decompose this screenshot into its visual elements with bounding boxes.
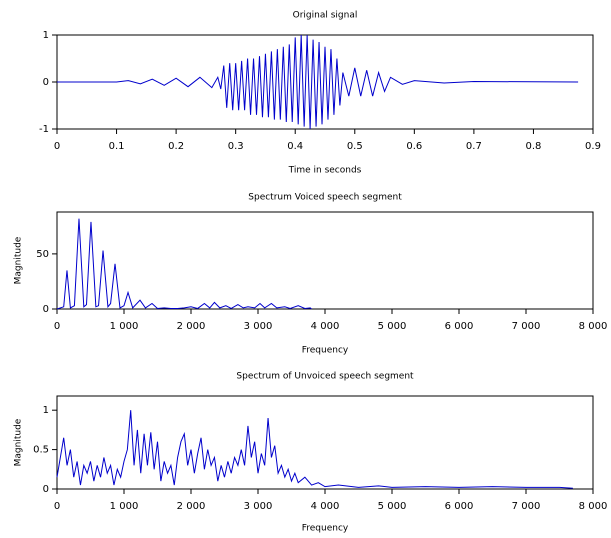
y-tick-label: 1 <box>43 405 49 416</box>
chart-title: Spectrum Voiced speech segment <box>248 193 402 203</box>
y-axis-label: Magnitude <box>14 418 24 466</box>
signal-line <box>56 410 573 489</box>
y-tick-label: 0 <box>43 77 49 88</box>
x-tick-label: 7 000 <box>512 501 541 512</box>
x-tick-label: 0 <box>54 501 60 512</box>
x-tick-label: 0 <box>54 141 60 152</box>
x-tick-label: 0.3 <box>228 141 244 152</box>
signal-line <box>56 218 312 310</box>
x-tick-label: 0.6 <box>406 141 422 152</box>
chart-title: Original signal <box>293 11 358 21</box>
y-tick-label: 50 <box>36 249 49 260</box>
x-tick-label: 0.5 <box>347 141 363 152</box>
x-tick-label: 6 000 <box>445 321 474 332</box>
x-tick-label: 8 000 <box>579 501 608 512</box>
y-tick-label: 0.5 <box>33 445 49 456</box>
x-tick-label: 0 <box>54 321 60 332</box>
x-tick-label: 0.8 <box>525 141 541 152</box>
x-tick-label: 2 000 <box>177 501 206 512</box>
x-tick-label: 0.4 <box>287 141 303 152</box>
plot-frame <box>56 211 594 310</box>
plot-frame <box>56 395 594 490</box>
x-tick-label: 7 000 <box>512 321 541 332</box>
x-tick-label: 5 000 <box>378 501 407 512</box>
y-axis-label: Magnitude <box>14 236 24 284</box>
x-tick-label: 1 000 <box>110 321 139 332</box>
x-tick-label: 8 000 <box>579 321 608 332</box>
x-tick-label: 0.2 <box>168 141 184 152</box>
y-tick-label: 0 <box>43 304 49 315</box>
y-tick-label: -1 <box>39 124 49 135</box>
x-tick-label: 4 000 <box>311 501 340 512</box>
signal-line <box>57 34 579 130</box>
y-tick-label: 0 <box>43 484 49 495</box>
y-tick-label: 1 <box>43 30 49 41</box>
x-tick-label: 3 000 <box>244 501 273 512</box>
x-tick-label: 5 000 <box>378 321 407 332</box>
x-tick-label: 6 000 <box>445 501 474 512</box>
x-axis-label: Time in seconds <box>288 166 362 176</box>
x-tick-label: 3 000 <box>244 321 273 332</box>
chart-title: Spectrum of Unvoiced speech segment <box>236 372 414 382</box>
x-tick-label: 4 000 <box>311 321 340 332</box>
x-tick-label: 1 000 <box>110 501 139 512</box>
x-tick-label: 0.7 <box>466 141 482 152</box>
x-tick-label: 0.9 <box>585 141 601 152</box>
x-axis-label: Frequency <box>302 524 349 534</box>
x-tick-label: 0.1 <box>109 141 125 152</box>
x-tick-label: 2 000 <box>177 321 206 332</box>
x-axis-label: Frequency <box>302 346 349 356</box>
